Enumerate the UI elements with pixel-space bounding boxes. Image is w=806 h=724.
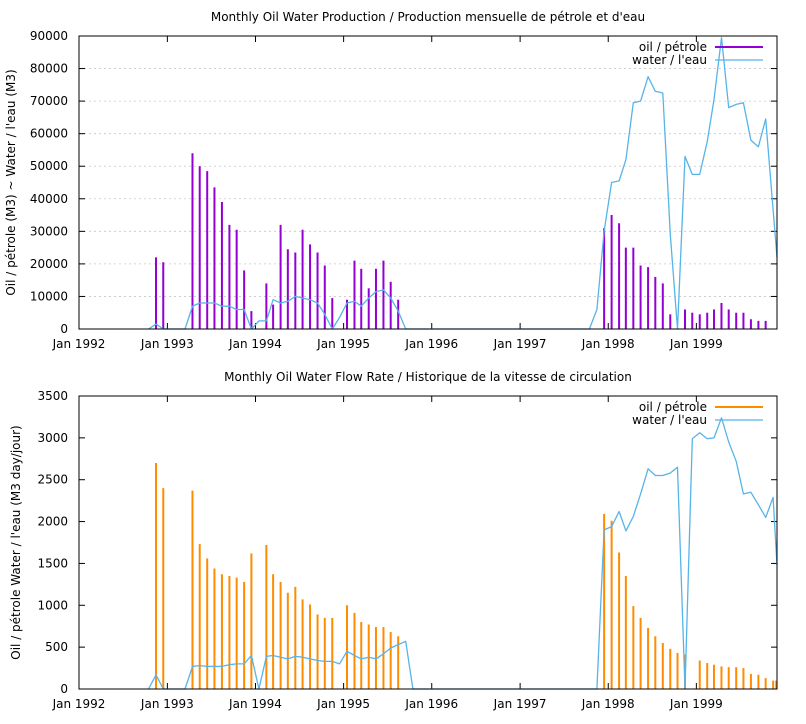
- y-tick-label: 20000: [30, 257, 68, 271]
- y-tick-label: 2500: [37, 473, 68, 487]
- y-tick-label: 1000: [37, 598, 68, 612]
- y-axis-label: Oil / pétrole (M3) ~ Water / l'eau (M3): [4, 69, 18, 295]
- y-tick-label: 500: [45, 640, 68, 654]
- x-tick-label: Jan 1998: [581, 697, 635, 711]
- x-tick-label: Jan 1999: [669, 697, 723, 711]
- x-tick-label: Jan 1994: [228, 337, 282, 351]
- y-tick-label: 50000: [30, 159, 68, 173]
- y-tick-label: 90000: [30, 29, 68, 43]
- x-tick-label: Jan 1995: [316, 697, 370, 711]
- y-tick-label: 70000: [30, 94, 68, 108]
- y-tick-label: 2000: [37, 515, 68, 529]
- x-tick-label: Jan 1992: [52, 697, 106, 711]
- y-tick-label: 40000: [30, 192, 68, 206]
- chart-1: Monthly Oil Water Production / Productio…: [4, 10, 778, 351]
- y-tick-label: 0: [60, 322, 68, 336]
- chart-title: Monthly Oil Water Flow Rate / Historique…: [224, 370, 632, 384]
- plot-frame: [78, 35, 778, 330]
- y-tick-label: 80000: [30, 62, 68, 76]
- x-tick-label: Jan 1997: [493, 337, 547, 351]
- y-tick-label: 1500: [37, 556, 68, 570]
- x-tick-label: Jan 1993: [140, 337, 194, 351]
- x-tick-label: Jan 1998: [581, 337, 635, 351]
- legend-label: water / l'eau: [632, 53, 707, 67]
- plot-frame: [78, 395, 778, 690]
- x-tick-label: Jan 1999: [669, 337, 723, 351]
- y-tick-label: 3500: [37, 389, 68, 403]
- y-tick-label: 10000: [30, 289, 68, 303]
- chart-2: Monthly Oil Water Flow Rate / Historique…: [9, 370, 778, 711]
- oil-bars: [155, 462, 778, 689]
- legend-label: water / l'eau: [632, 413, 707, 427]
- legend-label: oil / pétrole: [639, 400, 707, 414]
- water-line: [147, 417, 778, 690]
- water-line: [148, 36, 778, 330]
- oil-bars: [155, 153, 767, 329]
- x-tick-label: Jan 1996: [404, 697, 458, 711]
- y-axis-label: Oil / pétrole Water / l'eau (M3 day/jour…: [9, 425, 23, 659]
- y-tick-label: 60000: [30, 127, 68, 141]
- x-tick-label: Jan 1993: [140, 697, 194, 711]
- x-tick-label: Jan 1997: [493, 697, 547, 711]
- y-tick-label: 3000: [37, 431, 68, 445]
- x-tick-label: Jan 1995: [316, 337, 370, 351]
- y-tick-label: 0: [60, 682, 68, 696]
- x-tick-label: Jan 1996: [404, 337, 458, 351]
- x-tick-label: Jan 1992: [52, 337, 106, 351]
- chart-title: Monthly Oil Water Production / Productio…: [211, 10, 645, 24]
- legend-label: oil / pétrole: [639, 40, 707, 54]
- x-tick-label: Jan 1994: [228, 697, 282, 711]
- y-tick-label: 30000: [30, 224, 68, 238]
